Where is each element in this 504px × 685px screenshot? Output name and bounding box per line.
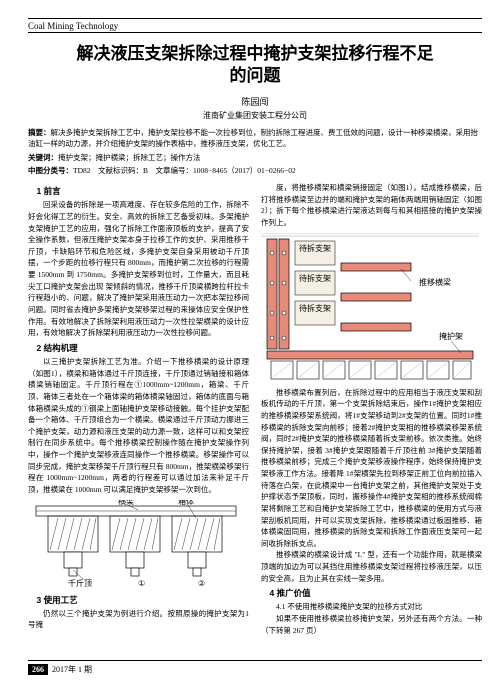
classno-text: TD82 文献标识码：B 文章编号：1008−8465（2017）01−0266… bbox=[73, 166, 296, 175]
footer: 266 2017年 1 期 bbox=[28, 660, 482, 675]
sec2-head: 2 结构机理 bbox=[28, 342, 249, 355]
svg-text:待拆支架: 待拆支架 bbox=[299, 303, 331, 313]
fig1-n2: ② bbox=[198, 579, 205, 588]
running-head-left: Coal Mining Technology bbox=[28, 21, 118, 31]
col2-p1: 度，将推移横架和横梁销接固定（如图1）。结成推移横梁，后打将推移横梁至边并的端和… bbox=[261, 182, 482, 229]
classno-label: 中图分类号： bbox=[28, 166, 73, 175]
title-line2: 的问题 bbox=[28, 65, 482, 87]
col2-p2: 推移横梁布置列后，在拆除过程中的应用相当于液压支架和刮板机传动的千斤顶，第一个支… bbox=[261, 387, 482, 550]
running-head: Coal Mining Technology bbox=[28, 21, 482, 31]
right-column: 度，将推移横架和横梁销接固定（如图1）。结成推移横梁，后打将推移横梁至边并的端和… bbox=[261, 182, 482, 636]
left-column: 1 前言 回采设备的拆除是一项高难度、存在较多危险的工作，拆除不好会化得工艺的衍… bbox=[28, 182, 249, 636]
sec4-head: 4 推广价值 bbox=[261, 587, 482, 600]
sec1-p1: 回采设备的拆除是一项高难度、存在较多危险的工作，拆除不好会化得工艺的衍生。安全、… bbox=[28, 199, 249, 339]
page-number: 266 bbox=[28, 664, 48, 675]
abstract: 摘要：解决多掩护支架拆除工艺中，掩护支架拉移不能一次拉移到位，制约拆除工程进度、… bbox=[28, 127, 482, 150]
sec3-p1: 仍然以三个掩护支架为例进行介绍。按照原操的掩护支架为1号掩 bbox=[28, 608, 249, 631]
fig2-shield-label: 掩护架 bbox=[439, 331, 463, 341]
fig1-beam-label: 横梁 bbox=[118, 500, 134, 506]
issue: 2017年 1 期 bbox=[52, 665, 92, 674]
title-line1: 解决液压支架拆除过程中掩护支架拉移行程不足 bbox=[28, 43, 482, 65]
figure-2: 待拆支架 待拆支架 待拆支架 推移横梁 掩护架 bbox=[261, 233, 482, 383]
sec4-p2: 如果不使用推移横梁拉移掩护支架，另外还有两个方法。一种（下转第 267 页） bbox=[261, 613, 482, 636]
sec1-head: 1 前言 bbox=[28, 185, 249, 198]
author: 陈园闯 bbox=[28, 95, 482, 108]
keywords-text: 掩护支架；掩护横梁；拆除工艺；操作方法 bbox=[58, 153, 201, 162]
figure-1: 横梁 箱体 千斤顶 ① ② bbox=[28, 500, 249, 590]
svg-text:待拆支架: 待拆支架 bbox=[299, 273, 331, 283]
abstract-text: 解决多掩护支架拆除工艺中，掩护支架拉移不能一次拉移到位，制约拆除工程进度、费工低… bbox=[28, 128, 478, 148]
thin-rule bbox=[28, 32, 482, 33]
sec2-p1: 以三掩护支架拆除工艺为准。介绍一下推移横梁的设计原理（如图1），横梁和箱体通过千… bbox=[28, 356, 249, 496]
top-rule bbox=[28, 18, 482, 19]
col2-p3: 推移横梁的横梁设计成 "L" 型，还有一个功能作用，就是横梁顶端的加边为可以其挡… bbox=[261, 549, 482, 584]
keywords-label: 关键词： bbox=[28, 153, 58, 162]
fig1-n1: ① bbox=[138, 579, 145, 588]
sec4-p1: 4.1 不使用推移横梁掩护支架的拉移方式对比 bbox=[261, 601, 482, 613]
svg-text:待拆支架: 待拆支架 bbox=[299, 243, 331, 253]
fig1-box-label: 箱体 bbox=[178, 500, 194, 506]
classno: 中图分类号：TD82 文献标识码：B 文章编号：1008−8465（2017）0… bbox=[28, 165, 482, 176]
body-columns: 1 前言 回采设备的拆除是一项高难度、存在较多危险的工作，拆除不好会化得工艺的衍… bbox=[28, 182, 482, 636]
fig1-jack-label: 千斤顶 bbox=[68, 578, 92, 588]
article-title: 解决液压支架拆除过程中掩护支架拉移行程不足 的问题 bbox=[28, 43, 482, 87]
keywords: 关键词：掩护支架；掩护横梁；拆除工艺；操作方法 bbox=[28, 152, 482, 163]
affiliation: 淮南矿业集团安装工程分公司 bbox=[28, 110, 482, 121]
fig2-mover-label: 推移横梁 bbox=[419, 277, 451, 287]
abstract-label: 摘要： bbox=[28, 128, 51, 137]
sec3-head: 3 使用工艺 bbox=[28, 594, 249, 607]
